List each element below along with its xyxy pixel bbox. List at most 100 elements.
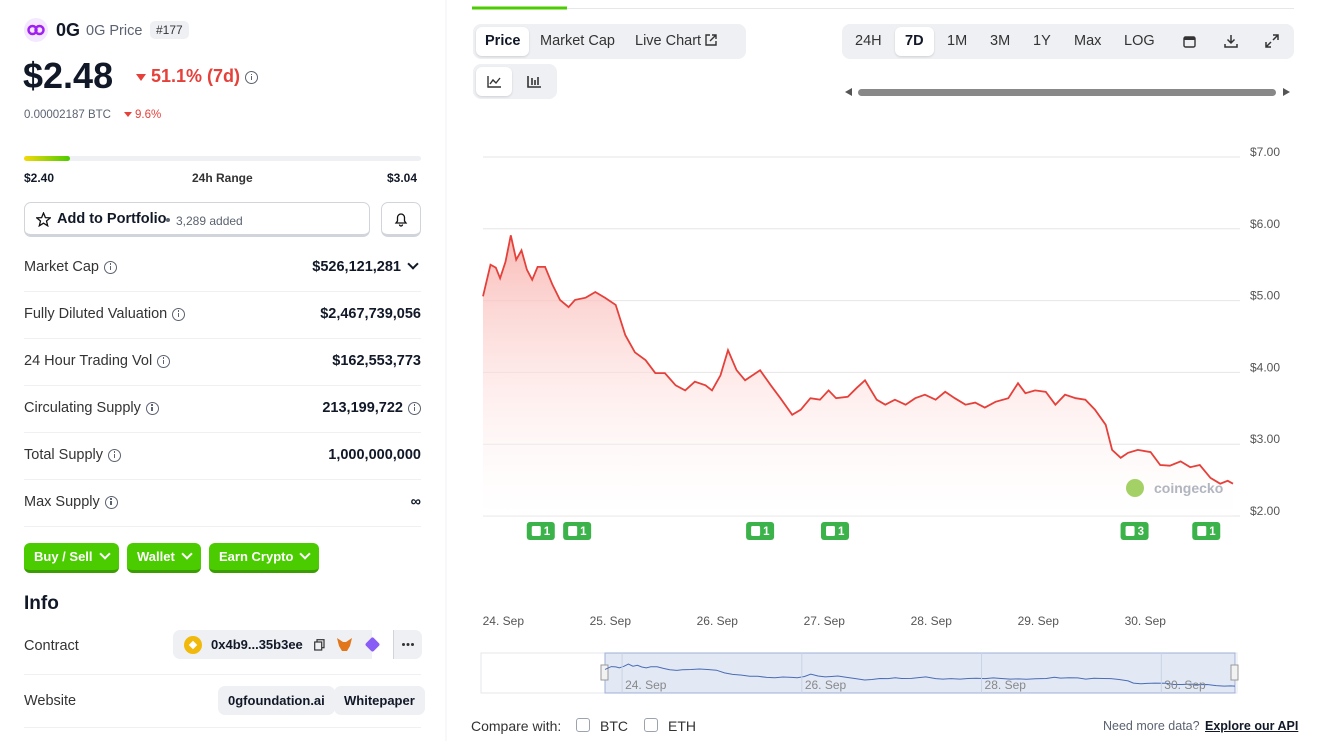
range-label: 24h Range xyxy=(192,171,253,185)
chart-tab[interactable]: Price xyxy=(476,27,530,56)
y-tick-label: $7.00 xyxy=(1250,145,1280,159)
navigator-handle[interactable] xyxy=(1230,664,1239,681)
stat-row: Market Cap $526,121,281 xyxy=(24,244,421,292)
price: $2.48 xyxy=(23,55,114,96)
alert-button[interactable] xyxy=(381,202,421,237)
y-tick-label: $6.00 xyxy=(1250,217,1280,231)
portfolio-label: Add to Portfolio xyxy=(57,211,167,227)
scroll-right[interactable] xyxy=(1283,88,1290,96)
calendar-icon[interactable] xyxy=(1183,35,1196,48)
action-button[interactable]: Buy / Sell xyxy=(24,543,119,573)
event-icon xyxy=(751,526,761,536)
whitepaper-link[interactable]: Whitepaper xyxy=(334,686,425,715)
navigator-label: 28. Sep xyxy=(985,678,1027,692)
contract-row: Contract 0x4b9...35b3ee xyxy=(24,623,422,675)
stat-value-text: $526,121,281 xyxy=(312,259,401,275)
compare-option[interactable]: ETH xyxy=(668,718,696,734)
down-arrow xyxy=(124,112,132,118)
fullscreen-icon[interactable] xyxy=(1265,34,1279,48)
dots-icon xyxy=(402,643,414,646)
copy-icon[interactable] xyxy=(314,639,325,651)
portfolio-button[interactable]: Add to Portfolio 3,289 added xyxy=(24,202,370,237)
event-count: 1 xyxy=(580,526,587,538)
action-label: Buy / Sell xyxy=(34,549,93,564)
x-tick-label: 30. Sep xyxy=(1125,614,1167,628)
watermark: coingecko xyxy=(1154,480,1223,496)
checkbox[interactable] xyxy=(576,718,590,732)
contract-label: Contract xyxy=(24,638,79,654)
stat-value: $526,121,281 xyxy=(312,258,421,275)
action-button[interactable]: Wallet xyxy=(127,543,201,573)
tab-label: Price xyxy=(485,33,521,49)
contract-address: 0x4b9...35b3ee xyxy=(211,637,303,652)
scrollbar[interactable] xyxy=(858,89,1276,96)
stat-value: ∞ xyxy=(411,494,421,510)
action-button[interactable]: Earn Crypto xyxy=(209,543,320,573)
dropdown-chevron xyxy=(98,548,111,560)
stat-value: $2,467,739,056 xyxy=(320,306,421,322)
stat-label-text: Max Supply xyxy=(24,494,100,510)
separator-dot xyxy=(166,218,170,222)
range-button[interactable]: Max xyxy=(1074,33,1102,49)
x-tick-label: 26. Sep xyxy=(697,614,739,628)
range-button[interactable]: 1M xyxy=(947,33,968,49)
info-icon[interactable] xyxy=(408,401,421,415)
y-tick-label: $5.00 xyxy=(1250,289,1280,303)
metamask-icon[interactable] xyxy=(337,638,352,651)
star-icon xyxy=(36,212,51,227)
line-chart-button[interactable] xyxy=(476,67,512,96)
event-count: 1 xyxy=(544,526,551,538)
navigator-label: 24. Sep xyxy=(625,678,667,692)
info-icon xyxy=(145,401,159,415)
stat-row: Total Supply 1,000,000,000 xyxy=(24,432,421,480)
scroll-left[interactable] xyxy=(845,88,852,96)
download-icon[interactable] xyxy=(1224,34,1238,48)
range-low: $2.40 xyxy=(24,171,55,185)
event-icon xyxy=(568,526,578,536)
stat-label: Total Supply xyxy=(24,447,121,463)
info-title: Info xyxy=(24,593,59,614)
chart-style-group xyxy=(473,64,557,99)
stat-value-text: $2,467,739,056 xyxy=(320,306,421,322)
change-text: 51.1% (7d) xyxy=(151,66,241,86)
compare-option[interactable]: BTC xyxy=(600,718,628,734)
website-link[interactable]: 0gfoundation.ai xyxy=(218,686,335,715)
chart-tab[interactable]: Live Chart xyxy=(626,27,726,56)
x-tick-label: 24. Sep xyxy=(483,614,525,628)
navigator-selection[interactable] xyxy=(604,652,1236,694)
api-link[interactable]: Explore our API xyxy=(1205,719,1299,733)
navigator-label: 26. Sep xyxy=(805,678,847,692)
chain-icon xyxy=(184,636,202,654)
navigator-handle[interactable] xyxy=(600,664,609,681)
range-button[interactable]: 1Y xyxy=(1033,33,1051,49)
range-button[interactable]: 24H xyxy=(855,33,882,49)
website-row: Website 0gfoundation.ai Whitepaper xyxy=(24,675,425,728)
stat-value: 213,199,722 xyxy=(322,400,421,416)
stat-value-text: $162,553,773 xyxy=(332,353,421,369)
wallet-icon[interactable] xyxy=(365,637,380,652)
more-button[interactable] xyxy=(393,630,422,659)
range-button[interactable]: 3M xyxy=(990,33,1011,49)
stat-label: Max Supply xyxy=(24,494,118,510)
stat-label-text: Total Supply xyxy=(24,447,103,463)
dropdown-chevron xyxy=(299,548,312,560)
contract-pill[interactable]: 0x4b9...35b3ee xyxy=(173,630,380,659)
stat-row: Fully Diluted Valuation $2,467,739,056 xyxy=(24,291,421,339)
info-icon[interactable] xyxy=(245,70,259,84)
compare-label: Compare with: xyxy=(471,718,562,734)
event-icon xyxy=(531,526,541,536)
range-bar xyxy=(24,156,421,161)
event-count: 1 xyxy=(838,526,845,538)
chart-tab[interactable]: Market Cap xyxy=(531,27,624,56)
stat-label-text: Fully Diluted Valuation xyxy=(24,306,168,322)
candle-icon[interactable] xyxy=(527,75,542,88)
checkbox[interactable] xyxy=(644,718,658,732)
info-icon xyxy=(157,354,171,368)
range-button[interactable]: 7D xyxy=(895,27,934,56)
range-button[interactable]: LOG xyxy=(1124,33,1155,49)
x-tick-label: 28. Sep xyxy=(911,614,953,628)
stat-value: $162,553,773 xyxy=(332,353,421,369)
navigator-line xyxy=(604,663,1236,687)
website-label: Website xyxy=(24,693,77,709)
y-tick-label: $2.00 xyxy=(1250,504,1280,518)
